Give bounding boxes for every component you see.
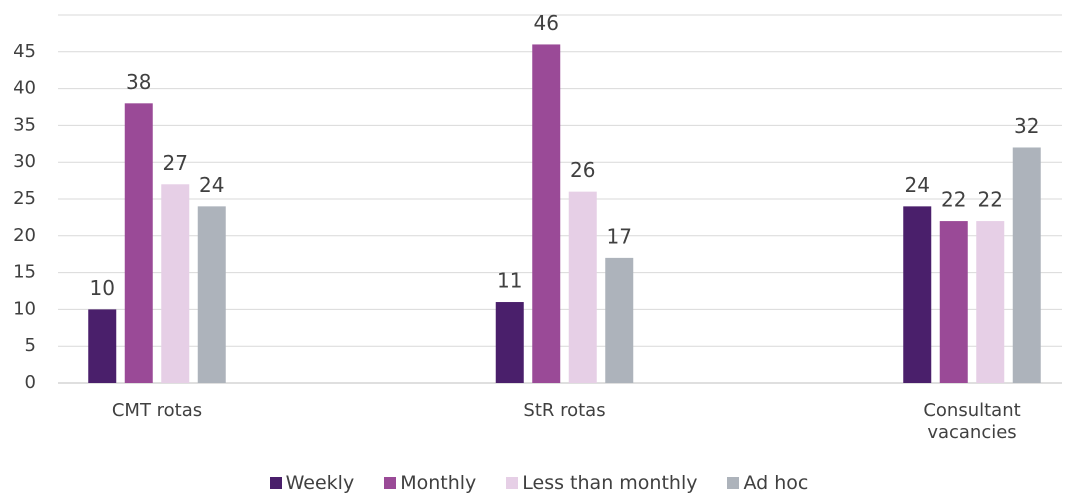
y-tick-label: 20	[13, 225, 36, 246]
bar	[161, 184, 190, 383]
bar	[939, 221, 968, 383]
data-label: 17	[607, 224, 632, 248]
y-tick-label: 15	[13, 262, 36, 283]
data-label: 10	[90, 276, 115, 300]
x-tick-label: CMT rotas	[111, 400, 203, 421]
data-label: 27	[163, 151, 188, 175]
data-label: 24	[905, 173, 930, 197]
legend-label: Monthly	[400, 472, 477, 494]
y-tick-label: 0	[25, 372, 36, 393]
legend-swatch	[269, 477, 282, 489]
bar	[124, 103, 153, 383]
legend: Weekly Monthly Less than monthly Ad hoc	[0, 472, 1078, 494]
bar	[1012, 147, 1041, 383]
y-tick-label: 40	[13, 78, 36, 99]
data-label: 11	[497, 269, 522, 293]
legend-label: Less than monthly	[522, 472, 698, 494]
data-label: 22	[941, 188, 966, 212]
y-tick-label: 5	[25, 335, 36, 356]
bar	[903, 206, 932, 383]
bar	[605, 257, 634, 383]
x-tick-label: Consultant vacancies	[923, 400, 1021, 443]
data-label: 38	[126, 70, 151, 94]
x-tick-label: StR rotas	[523, 400, 606, 421]
legend-item: Ad hoc	[727, 472, 808, 494]
legend-item: Weekly	[269, 472, 355, 494]
data-label: 24	[199, 173, 224, 197]
legend-swatch	[727, 477, 740, 489]
bar	[495, 302, 524, 383]
bar	[197, 206, 226, 383]
legend-label: Weekly	[285, 472, 355, 494]
data-label: 22	[978, 188, 1003, 212]
bar	[532, 44, 561, 383]
y-tick-label: 45	[13, 41, 36, 62]
data-label: 26	[570, 158, 595, 182]
y-tick-label: 10	[13, 298, 36, 319]
legend-swatch	[384, 477, 397, 489]
legend-label: Ad hoc	[743, 472, 809, 494]
y-tick-label: 30	[13, 151, 36, 172]
bar	[976, 221, 1005, 383]
bar	[568, 191, 597, 383]
data-label: 46	[534, 11, 559, 35]
y-tick-label: 35	[13, 114, 36, 135]
data-label: 32	[1014, 114, 1039, 138]
legend-item: Less than monthly	[506, 472, 697, 494]
legend-swatch	[506, 477, 519, 489]
y-tick-label: 25	[13, 188, 36, 209]
bar	[88, 309, 117, 383]
legend-item: Monthly	[384, 472, 476, 494]
